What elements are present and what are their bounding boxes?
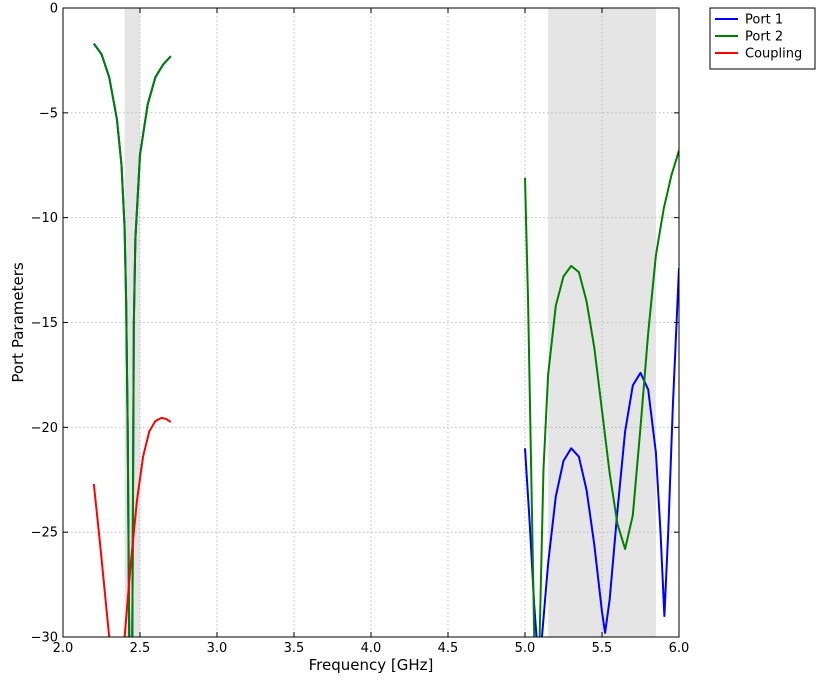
x-tick-label: 6.0 <box>669 641 690 656</box>
x-axis-label: Frequency [GHz] <box>309 656 434 674</box>
x-tick-label: 4.0 <box>361 641 382 656</box>
grid <box>63 8 679 637</box>
series-line-port-1-1 <box>92 43 131 637</box>
series-line-port-2-4 <box>538 150 679 637</box>
series-line-coupling-2 <box>123 416 172 637</box>
x-tick-label: 5.0 <box>515 641 536 656</box>
series-lines <box>92 43 679 637</box>
x-tick-label: 2.5 <box>130 641 151 656</box>
y-tick-label: −20 <box>31 421 58 436</box>
x-tick-label: 3.5 <box>284 641 305 656</box>
y-tick-label: −30 <box>31 631 58 646</box>
x-tick-label: 4.5 <box>438 641 459 656</box>
y-tick-label: −5 <box>39 106 58 121</box>
legend-label-port-1: Port 1 <box>745 13 783 28</box>
legend-label-port-2: Port 2 <box>745 30 783 45</box>
x-tick-label: 3.0 <box>207 641 228 656</box>
x-tick-label: 5.5 <box>592 641 613 656</box>
series-line-port-2-2 <box>131 55 172 637</box>
x-tick-label: 2.0 <box>53 641 74 656</box>
y-tick-label: −10 <box>31 211 58 226</box>
series-line-port-2-3 <box>524 177 536 637</box>
legend-label-coupling: Coupling <box>745 47 802 62</box>
tick-labels: 2.0 2.5 3.0 3.5 4.0 4.5 5.0 5.5 6.0 0 −5 −10 −15 −20 −… <box>31 2 690 657</box>
y-axis-label: Port Parameters <box>9 262 27 383</box>
series-line-coupling-1 <box>92 483 111 637</box>
series-line-port-2-1 <box>92 43 131 637</box>
y-tick-label: 0 <box>50 2 58 17</box>
axis-ticks <box>62 7 680 638</box>
y-tick-label: −25 <box>31 526 58 541</box>
series-line-port-1-4 <box>540 267 679 637</box>
legend: Port 1 Port 2 Coupling <box>709 7 816 70</box>
y-tick-label: −15 <box>31 316 58 331</box>
